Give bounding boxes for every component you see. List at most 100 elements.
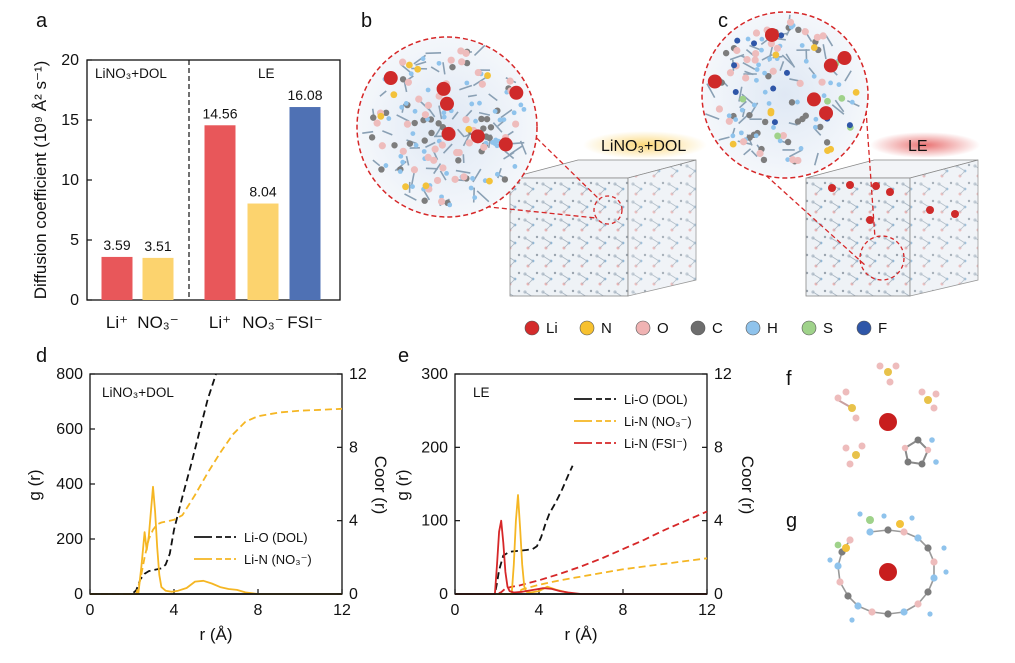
snapshot-b-label: LiNO₃+DOL: [601, 138, 686, 155]
hydrogen-atom: [941, 545, 947, 551]
atom-swatch: [690, 320, 706, 336]
carbon-atom: [487, 124, 495, 131]
hydrogen-atom: [464, 80, 470, 86]
bond: [779, 61, 785, 71]
hydrogen-atom: [410, 184, 415, 190]
carbon-atom: [784, 138, 792, 146]
oxygen-atom: [751, 56, 759, 64]
bond: [788, 149, 803, 158]
bond: [362, 130, 374, 134]
panel-label-c: c: [718, 10, 728, 32]
atom-swatch: [579, 320, 595, 336]
oxygen-atom: [733, 46, 741, 55]
hydrogen-atom: [733, 117, 739, 122]
bond: [844, 70, 852, 82]
hydrogen-atom: [798, 146, 804, 151]
y-tick-label: 300: [421, 366, 448, 383]
atom-label: C: [712, 320, 723, 337]
carbon-atom: [370, 114, 377, 121]
atom: [930, 574, 938, 582]
li-ion: [879, 413, 897, 431]
bond: [749, 44, 761, 51]
y2-axis-label: Coor (r): [371, 456, 390, 515]
carbon-atom: [480, 125, 487, 132]
lithium-atom: [951, 210, 959, 218]
hydrogen-atom: [794, 99, 800, 105]
lithium-atom: [707, 74, 722, 89]
hydrogen-atom: [771, 125, 776, 130]
li-ion: [879, 563, 897, 581]
panel-label-g: g: [786, 510, 797, 532]
hydrogen-atom: [759, 36, 765, 42]
coordination-line: [455, 510, 708, 595]
panel-label-b: b: [361, 10, 372, 32]
carbon-atom: [799, 115, 806, 123]
coordination-line: [455, 557, 708, 595]
oxygen-atom: [424, 101, 433, 109]
x-tick-label: 12: [333, 602, 351, 619]
hydrogen-atom: [472, 195, 478, 200]
oxygen-atom: [378, 142, 386, 150]
hydrogen-atom: [399, 104, 405, 110]
carbon-atom: [368, 134, 376, 141]
bond: [372, 159, 381, 167]
y2-tick-label: 8: [714, 439, 723, 456]
hydrogen-atom: [441, 110, 447, 116]
oxygen-atom: [769, 67, 777, 75]
oxygen-atom: [742, 74, 750, 82]
oxygen-atom: [410, 166, 419, 174]
rdf-chart-lino3-dol: LiNO₃+DOL g (r) Coor (r) r (Å) 0 4 8 120200…: [25, 366, 390, 644]
oxygen-atom: [726, 69, 735, 77]
x-axis-label: r (Å): [199, 625, 232, 644]
nitrogen-atom: [422, 182, 430, 190]
atom-label: O: [657, 320, 669, 337]
y2-tick-label: 12: [714, 366, 732, 383]
lithium-atom: [764, 27, 779, 42]
solvation-structure-f: [834, 362, 940, 468]
y-tick-label: 800: [56, 366, 83, 383]
bond: [743, 148, 752, 156]
oxygen-atom: [437, 197, 446, 206]
bar: [204, 125, 236, 300]
oxygen-atom: [460, 173, 468, 181]
oxygen-atom: [789, 156, 797, 164]
bond: [478, 111, 491, 116]
bar-value-label: 3.59: [103, 237, 130, 253]
lithium-atom: [806, 92, 821, 107]
oxygen-atom: [415, 95, 423, 103]
bond: [761, 53, 773, 61]
carbon-atom: [421, 197, 428, 204]
hydrogen-atom: [398, 153, 404, 159]
bond: [415, 61, 427, 66]
bond: [718, 136, 730, 141]
hydrogen-atom: [447, 202, 453, 208]
bond: [488, 93, 498, 102]
oxygen-atom: [796, 79, 804, 88]
y2-tick-label: 8: [349, 439, 358, 456]
hydrogen-atom: [745, 36, 751, 42]
y2-axis-label: Coor (r): [738, 456, 757, 515]
atom: [866, 528, 874, 536]
carbon-atom: [746, 134, 753, 141]
hydrogen-atom: [425, 87, 431, 93]
hydrogen-atom: [497, 117, 503, 123]
y2-tick-label: 4: [349, 513, 358, 530]
y-tick-label: 100: [421, 513, 448, 530]
lithium-atom: [926, 206, 934, 214]
nitrogen-atom: [767, 107, 775, 115]
oxygen-atom: [478, 80, 486, 88]
hydrogen-atom: [754, 77, 759, 83]
carbon-atom: [761, 118, 769, 126]
oxygen-atom: [451, 175, 459, 183]
hydrogen-atom: [738, 130, 744, 136]
hydrogen-atom: [803, 58, 809, 64]
hydrogen-atom: [909, 515, 915, 521]
oxygen-atom: [786, 18, 795, 26]
group-label-linO3-dol: LiNO₃+DOL: [95, 66, 167, 81]
carbon-atom: [382, 109, 390, 117]
hydrogen-atom: [410, 131, 416, 136]
atom: [924, 544, 932, 552]
rdf-chart-le: LE g (r) Coor (r) r (Å) 0 4 8 1201002003000…: [393, 366, 757, 644]
x-category-label: Li⁺: [106, 313, 128, 332]
fluorine-atom: [770, 85, 777, 92]
